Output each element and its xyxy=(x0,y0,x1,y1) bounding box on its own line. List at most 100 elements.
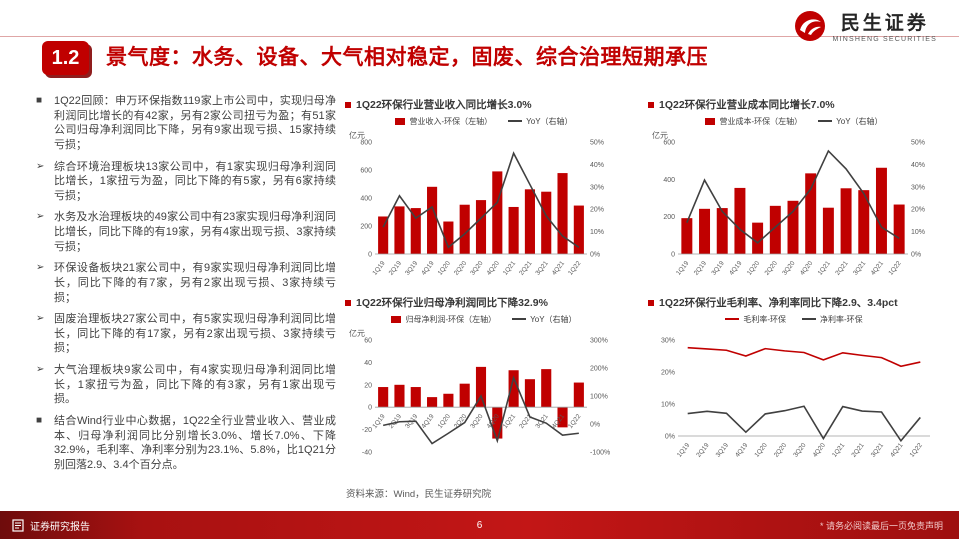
svg-text:亿元: 亿元 xyxy=(349,328,365,338)
svg-text:20%: 20% xyxy=(911,206,925,213)
svg-text:-100%: -100% xyxy=(590,449,610,456)
report-icon xyxy=(12,518,24,532)
svg-text:3Q21: 3Q21 xyxy=(534,259,550,276)
svg-text:2Q19: 2Q19 xyxy=(693,259,709,276)
svg-text:30%: 30% xyxy=(661,337,675,344)
chart-title: 1Q22环保行业营业成本同比增长7.0% xyxy=(659,99,835,111)
svg-text:1Q21: 1Q21 xyxy=(502,259,518,276)
svg-text:3Q19: 3Q19 xyxy=(710,259,726,276)
svg-text:800: 800 xyxy=(360,139,372,146)
svg-text:1Q19: 1Q19 xyxy=(675,259,691,276)
svg-text:10%: 10% xyxy=(590,229,604,236)
svg-text:200: 200 xyxy=(360,223,372,230)
svg-text:4Q20: 4Q20 xyxy=(486,259,502,276)
bullet-text: 结合Wind行业中心数据，1Q22全行业营业收入、营业成本、归母净利润同比分别增… xyxy=(54,414,336,471)
svg-text:4Q20: 4Q20 xyxy=(812,441,828,458)
svg-text:400: 400 xyxy=(663,176,675,183)
svg-text:3Q21: 3Q21 xyxy=(870,441,886,458)
svg-text:30%: 30% xyxy=(590,184,604,191)
company-logo: 民生证券 MINSHENG SECURITIES xyxy=(794,8,937,43)
svg-text:4Q21: 4Q21 xyxy=(889,441,905,458)
svg-text:40: 40 xyxy=(364,359,372,366)
bullet-marker: ■ xyxy=(36,95,43,106)
svg-text:1Q22: 1Q22 xyxy=(567,259,583,276)
svg-text:1Q21: 1Q21 xyxy=(817,259,833,276)
svg-text:2Q20: 2Q20 xyxy=(453,259,469,276)
bullet-item: ➢ 大气治理板块9家公司中，有4家实现归母净利润同比增长，1家扭亏为盈，同比下降的… xyxy=(36,363,336,407)
legend-label: 净利率-环保 xyxy=(820,314,863,324)
svg-text:1Q20: 1Q20 xyxy=(437,259,453,276)
logo-name: 民生证券 xyxy=(840,13,929,34)
svg-text:300%: 300% xyxy=(590,337,608,344)
svg-text:1Q22: 1Q22 xyxy=(909,441,925,458)
bullet-marker: ■ xyxy=(36,414,43,426)
bullet-item: ➢ 水务及水治理板块的49家公司中有23家实现归母净利润同比增长，同比下降的有19… xyxy=(36,210,336,254)
footer-left: 证券研究报告 xyxy=(12,518,90,533)
title-bullet-icon xyxy=(345,300,351,306)
bullet-item: ➢ 环保设备板块21家公司中，有9家实现归母净利润同比增长，同比下降的有7家，另有… xyxy=(36,261,336,305)
legend-line-swatch xyxy=(508,120,523,123)
bullet-item: ■ 1Q22回顾：申万环保指数119家上市公司中，实现归母净利润同比增长的有42家… xyxy=(36,94,336,153)
legend-label: YoY（右轴） xyxy=(526,116,573,126)
svg-text:0%: 0% xyxy=(665,433,675,440)
svg-text:30%: 30% xyxy=(911,184,925,191)
svg-text:-40: -40 xyxy=(362,449,372,456)
chart-net-profit: 1Q22环保行业归母净利润同比下降32.9% 归母净利润-环保（左轴） YoY（… xyxy=(345,297,623,486)
svg-text:4Q20: 4Q20 xyxy=(799,259,815,276)
section-number-badge: 1.2 xyxy=(42,41,89,75)
svg-text:50%: 50% xyxy=(590,139,604,146)
svg-text:50%: 50% xyxy=(911,139,925,146)
bullet-text: 环保设备板块21家公司中，有9家实现归母净利润同比增长，同比下降的有7家，另有2… xyxy=(54,262,336,304)
title-bullet-icon xyxy=(648,300,654,306)
chart-cost: 1Q22环保行业营业成本同比增长7.0% 营业成本-环保（左轴） YoY（右轴）… xyxy=(648,99,940,288)
svg-text:亿元: 亿元 xyxy=(349,130,365,140)
svg-text:1Q22: 1Q22 xyxy=(567,412,583,429)
svg-text:40%: 40% xyxy=(590,161,604,168)
svg-text:4Q21: 4Q21 xyxy=(551,259,567,276)
svg-text:2Q21: 2Q21 xyxy=(834,259,850,276)
footer: 证券研究报告 6 * 请务必阅读最后一页免责声明 xyxy=(0,511,959,539)
legend-line-swatch xyxy=(512,318,527,321)
chart-title: 1Q22环保行业毛利率、净利率同比下降2.9、3.4pct xyxy=(659,297,898,309)
svg-text:1Q19: 1Q19 xyxy=(676,441,692,458)
bullet-item: ➢ 综合环境治理板块13家公司中，有1家实现归母净利润同比增长，1家扭亏为盈，同比… xyxy=(36,160,336,204)
bullet-marker: ➢ xyxy=(36,160,45,172)
svg-text:4Q19: 4Q19 xyxy=(420,412,436,429)
svg-text:3Q20: 3Q20 xyxy=(469,412,485,429)
svg-text:3Q21: 3Q21 xyxy=(852,259,868,276)
chart-canvas-revenue: 亿元 0 200 400 600 800 0% 10% 20% 30% 40% 50% 1Q19 2Q19… xyxy=(349,130,604,277)
svg-text:3Q20: 3Q20 xyxy=(781,259,797,276)
svg-text:1Q20: 1Q20 xyxy=(753,441,769,458)
svg-text:10%: 10% xyxy=(661,401,675,408)
svg-text:200%: 200% xyxy=(590,365,608,372)
svg-text:3Q19: 3Q19 xyxy=(715,441,731,458)
legend-line-swatch xyxy=(725,318,740,321)
title-bullet-icon xyxy=(345,102,351,108)
bullet-text: 大气治理板块9家公司中，有4家实现归母净利润同比增长，1家扭亏为盈，同比下降的有… xyxy=(54,364,336,406)
svg-text:1Q19: 1Q19 xyxy=(371,412,387,429)
svg-text:0%: 0% xyxy=(590,421,600,428)
bullet-item: ■ 结合Wind行业中心数据，1Q22全行业营业收入、营业成本、归母净利润同比分别… xyxy=(36,414,336,473)
svg-text:1Q20: 1Q20 xyxy=(746,259,762,276)
bullet-marker: ➢ xyxy=(36,262,45,274)
bullet-item: ➢ 固废治理板块27家公司中，有5家实现归母净利润同比增长，同比下降的有17家，另… xyxy=(36,312,336,356)
svg-text:亿元: 亿元 xyxy=(652,130,668,140)
svg-text:60: 60 xyxy=(364,337,372,344)
legend-bar-swatch xyxy=(395,117,406,125)
legend-label: 营业成本-环保（左轴） xyxy=(719,116,803,126)
svg-text:40%: 40% xyxy=(911,161,925,168)
legend-label: 毛利率-环保 xyxy=(743,314,786,324)
svg-text:400: 400 xyxy=(360,195,372,202)
logo-subtitle: MINSHENG SECURITIES xyxy=(832,36,937,43)
chart-canvas-cost: 亿元 0 200 400 600 0% 10% 20% 30% 40% 50% 1Q19 2Q19 3Q1… xyxy=(652,130,925,277)
bullet-text: 1Q22回顾：申万环保指数119家上市公司中，实现归母净利润同比增长的有42家，… xyxy=(54,95,336,151)
svg-text:600: 600 xyxy=(360,167,372,174)
svg-text:1Q22: 1Q22 xyxy=(887,259,903,276)
svg-text:0: 0 xyxy=(671,251,675,258)
minsheng-logo-icon xyxy=(794,10,825,41)
legend-bar-swatch xyxy=(705,117,716,125)
svg-text:2Q21: 2Q21 xyxy=(850,441,866,458)
summary-panel: ■ 1Q22回顾：申万环保指数119家上市公司中，实现归母净利润同比增长的有42家… xyxy=(36,94,336,479)
svg-text:3Q20: 3Q20 xyxy=(792,441,808,458)
chart-legend: 营业收入-环保（左轴） YoY（右轴） xyxy=(345,116,623,127)
